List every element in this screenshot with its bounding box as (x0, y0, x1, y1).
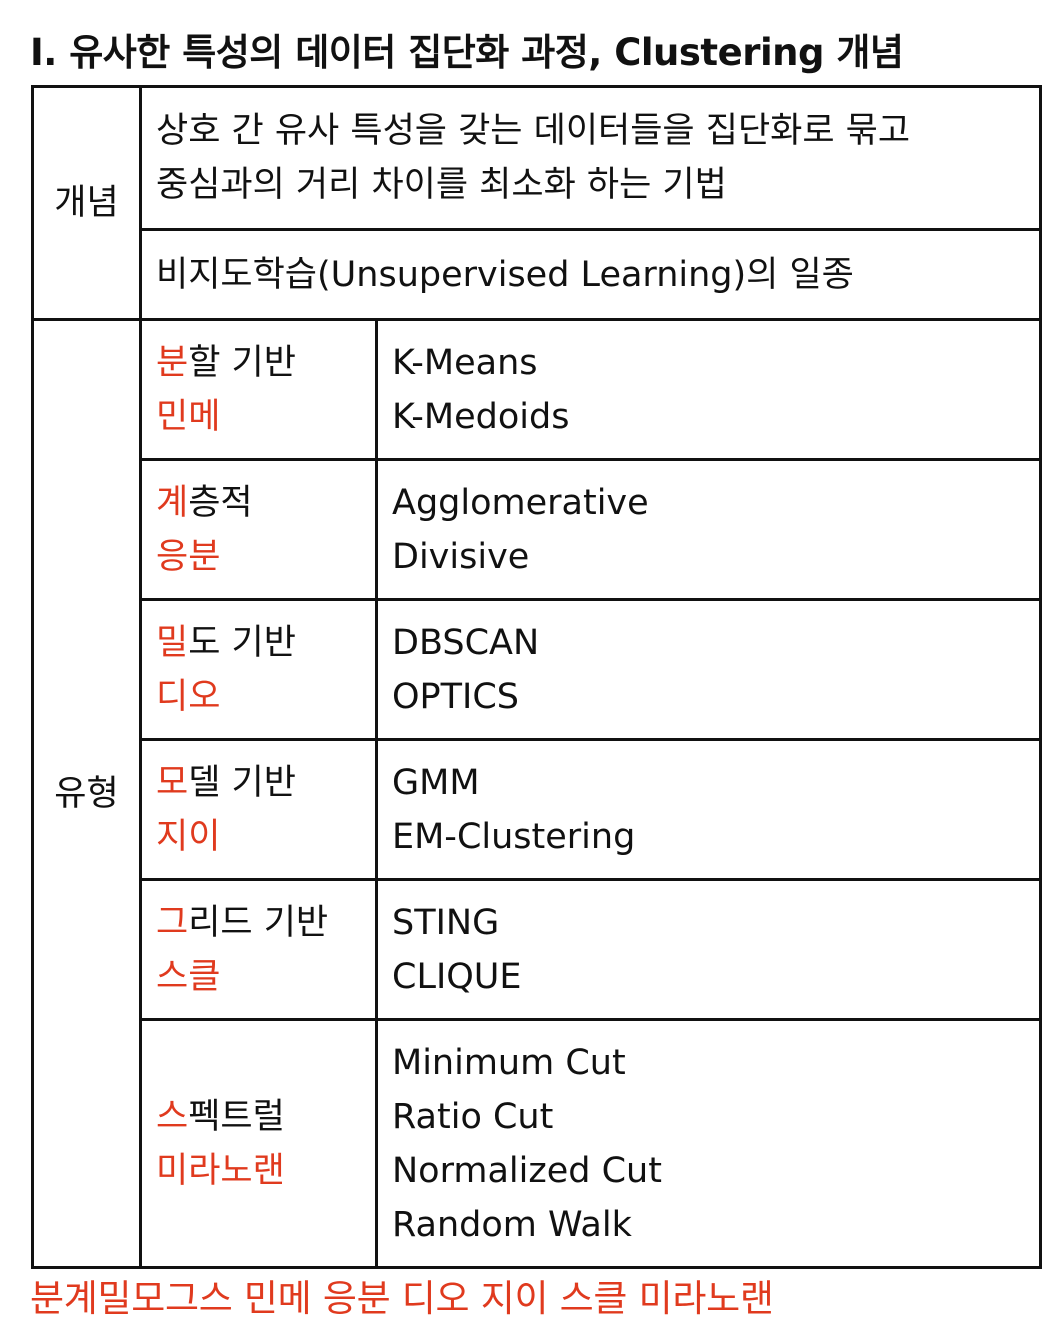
algorithm-name: GMM (392, 762, 480, 803)
type-mnemonic: 지이 (156, 816, 221, 857)
type-name: 스펙트럴 (156, 1090, 361, 1144)
algorithm-name: Normalized Cut (392, 1150, 662, 1191)
type-initial: 모 (156, 762, 189, 803)
type-initial: 그 (156, 902, 189, 943)
type-name-rest: 할 기반 (188, 342, 296, 383)
type-mnemonic: 민메 (156, 396, 221, 437)
concept-label: 개념 (54, 183, 119, 223)
type-row: 계층적 응분 Agglomerative Divisive (33, 458, 1042, 601)
type-name-rest: 델 기반 (188, 762, 296, 803)
type-row: 유형 분할 기반 민메 K-Means K-Medoids (31, 318, 1042, 1269)
type-name-cell: 모델 기반 지이 (139, 738, 378, 881)
type-name-rest: 리드 기반 (188, 902, 329, 943)
algorithms-cell: DBSCAN OPTICS (375, 598, 1042, 741)
type-initial: 분 (156, 342, 189, 383)
type-mnemonic: 응분 (156, 536, 221, 577)
type-row: 모델 기반 지이 GMM EM-Clustering (33, 738, 1042, 881)
types-label: 유형 (54, 773, 119, 814)
type-row: 스펙트럴 미라노랜 Minimum Cut Ratio Cut Normaliz… (33, 1018, 1042, 1269)
concept-label-cell: 개념 (31, 85, 142, 321)
concept-category-cell: 비지도학습(Unsupervised Learning)의 일종 (139, 228, 1042, 321)
algorithm-name: Agglomerative (392, 482, 649, 523)
concept-definition-row: 개념 상호 간 유사 특성을 갖는 데이터들을 집단화로 묶고 중심과의 거리 … (31, 85, 1042, 321)
concept-definition-cell: 상호 간 유사 특성을 갖는 데이터들을 집단화로 묶고 중심과의 거리 차이를… (139, 85, 1042, 231)
concept-category: 비지도학습(Unsupervised Learning)의 일종 (156, 254, 854, 295)
page-title: I. 유사한 특성의 데이터 집단화 과정, Clustering 개념 (30, 31, 904, 74)
type-name-cell: 계층적 응분 (139, 458, 378, 601)
type-name: 그리드 기반 (156, 896, 361, 950)
algorithm-name: OPTICS (392, 676, 520, 717)
types-label-cell: 유형 (31, 318, 142, 1269)
algorithm-name: K-Means (392, 342, 538, 383)
type-name-rest: 도 기반 (188, 622, 296, 663)
concept-definition-line: 중심과의 거리 차이를 최소화 하는 기법 (156, 165, 727, 205)
type-name: 밀도 기반 (156, 616, 361, 670)
type-row: 그리드 기반 스클 STING CLIQUE (33, 878, 1042, 1021)
type-name: 분할 기반 (156, 336, 361, 390)
type-mnemonic: 스클 (156, 956, 221, 997)
type-mnemonic: 디오 (156, 676, 221, 717)
algorithm-name: EM-Clustering (392, 816, 636, 857)
algorithm-name: Ratio Cut (392, 1096, 554, 1137)
algorithms-cell: Agglomerative Divisive (375, 458, 1042, 601)
type-name-cell: 스펙트럴 미라노랜 (139, 1018, 378, 1269)
type-name: 계층적 (156, 476, 361, 530)
concept-definition-line: 상호 간 유사 특성을 갖는 데이터들을 집단화로 묶고 (156, 111, 911, 151)
algorithms-cell: GMM EM-Clustering (375, 738, 1042, 881)
type-name-cell: 분할 기반 민메 (139, 318, 378, 461)
type-name-rest: 펙트럴 (188, 1096, 285, 1137)
algorithm-name: Minimum Cut (392, 1042, 626, 1083)
type-name-cell: 그리드 기반 스클 (139, 878, 378, 1021)
algorithm-name: STING (392, 902, 500, 943)
type-row: 밀도 기반 디오 DBSCAN OPTICS (33, 598, 1042, 741)
type-initial: 스 (156, 1096, 189, 1137)
algorithm-name: K-Medoids (392, 396, 570, 437)
type-initial: 밀 (156, 622, 189, 663)
algorithms-cell: STING CLIQUE (375, 878, 1042, 1021)
algorithms-cell: K-Means K-Medoids (375, 318, 1042, 461)
algorithm-name: DBSCAN (392, 622, 540, 663)
type-initial: 계 (156, 482, 189, 523)
algorithm-name: Divisive (392, 536, 530, 577)
algorithms-cell: Minimum Cut Ratio Cut Normalized Cut Ran… (375, 1018, 1042, 1269)
footer-mnemonic: 분계밀모그스 민메 응분 디오 지이 스클 미라노랜 (30, 1277, 774, 1320)
clustering-table: 개념 상호 간 유사 특성을 갖는 데이터들을 집단화로 묶고 중심과의 거리 … (31, 85, 1042, 1269)
algorithm-name: CLIQUE (392, 956, 522, 997)
type-mnemonic: 미라노랜 (156, 1150, 285, 1191)
algorithm-name: Random Walk (392, 1204, 632, 1245)
type-name-rest: 층적 (188, 482, 253, 523)
type-name-cell: 밀도 기반 디오 (139, 598, 378, 741)
type-name: 모델 기반 (156, 756, 361, 810)
concept-category-row: 비지도학습(Unsupervised Learning)의 일종 (33, 228, 1042, 321)
